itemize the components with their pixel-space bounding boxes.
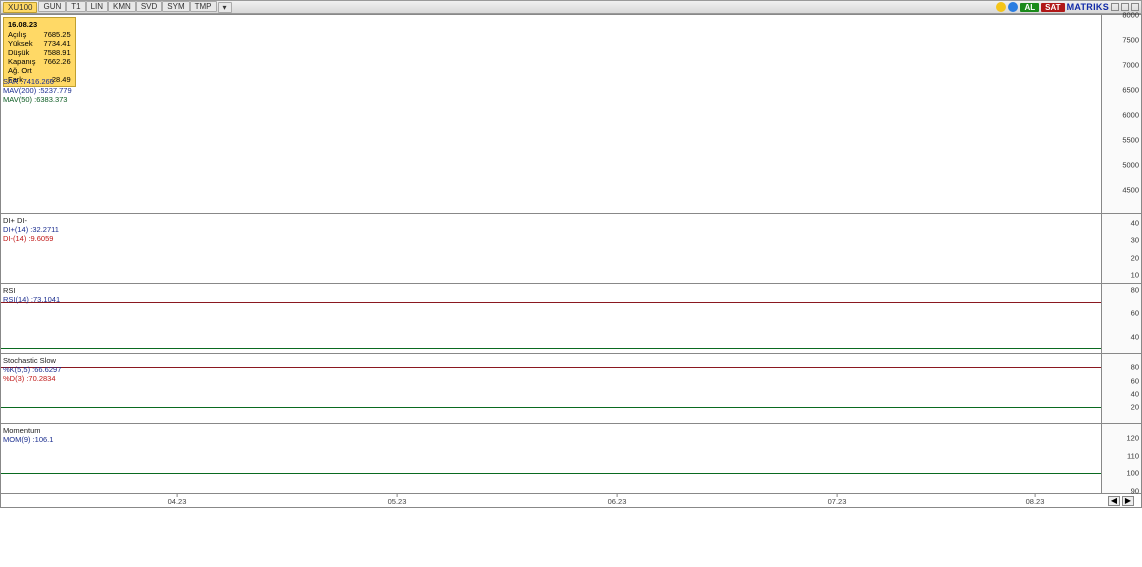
y-tick: 10 — [1131, 271, 1139, 280]
x-tick: 08.23 — [1026, 497, 1045, 506]
buy-badge: AL — [1020, 3, 1039, 12]
y-tick: 40 — [1131, 390, 1139, 399]
brand-label: MATRIKS — [1067, 2, 1109, 12]
symbol-dropdown[interactable]: XU100 — [3, 2, 37, 13]
toolbar-btn-svd[interactable]: SVD — [136, 1, 162, 12]
price-panel: 16.08.23Açılış7685.25Yüksek7734.41Düşük7… — [0, 14, 1142, 214]
y-tick: 40 — [1131, 218, 1139, 227]
y-tick: 5000 — [1122, 161, 1139, 170]
y-tick: 20 — [1131, 253, 1139, 262]
y-tick: 40 — [1131, 332, 1139, 341]
scroll-right-button[interactable]: ▶ — [1122, 496, 1134, 506]
y-tick: 4500 — [1122, 186, 1139, 195]
x-tick: 07.23 — [828, 497, 847, 506]
x-axis: 04.23 05.23 06.23 07.23 08.23 ◀ ▶ — [0, 494, 1142, 508]
di-panel: DI+ DI-DI+(14) :32.2711DI-(14) :9.6059 10… — [0, 214, 1142, 284]
y-tick: 120 — [1126, 434, 1139, 443]
y-tick: 110 — [1127, 451, 1139, 460]
toolbar-btn-tmp[interactable]: TMP — [190, 1, 217, 12]
stoch-panel: Stochastic Slow%K(5,5) :66.6297%D(3) :70… — [0, 354, 1142, 424]
panel-labels: RSIRSI(14) :73.1041 — [3, 286, 60, 304]
y-tick: 80 — [1131, 363, 1139, 372]
x-tick: 04.23 — [168, 497, 187, 506]
y-tick: 20 — [1131, 403, 1139, 412]
y-tick: 8000 — [1122, 11, 1139, 20]
toolbar-btn-gun[interactable]: GUN — [38, 1, 66, 12]
panel-labels: Stochastic Slow%K(5,5) :66.6297%D(3) :70… — [3, 356, 61, 383]
palette-button[interactable]: ▾ — [218, 2, 232, 13]
sync-icon[interactable] — [996, 2, 1006, 12]
y-tick: 60 — [1131, 309, 1139, 318]
toolbar-btn-t1[interactable]: T1 — [66, 1, 85, 12]
toolbar-btn-lin[interactable]: LIN — [86, 1, 108, 12]
y-tick: 6500 — [1122, 86, 1139, 95]
rsi-panel: RSIRSI(14) :73.1041 40 60 80 — [0, 284, 1142, 354]
y-tick: 6000 — [1122, 111, 1139, 120]
panel-labels: DI+ DI-DI+(14) :32.2711DI-(14) :9.6059 — [3, 216, 59, 243]
indicator-labels: SAR :7416.266MAV(200) :5237.779MAV(50) :… — [3, 77, 72, 104]
y-tick: 7500 — [1122, 36, 1139, 45]
sell-badge: SAT — [1041, 3, 1064, 12]
y-tick: 7000 — [1122, 61, 1139, 70]
y-tick: 60 — [1131, 376, 1139, 385]
y-tick: 90 — [1131, 486, 1139, 495]
y-tick: 100 — [1126, 469, 1139, 478]
y-tick: 80 — [1131, 285, 1139, 294]
scroll-left-button[interactable]: ◀ — [1108, 496, 1120, 506]
x-tick: 06.23 — [608, 497, 627, 506]
refresh-icon[interactable] — [1008, 2, 1018, 12]
y-tick: 5500 — [1122, 136, 1139, 145]
y-tick: 30 — [1131, 236, 1139, 245]
minimize-icon[interactable] — [1111, 3, 1119, 11]
toolbar-btn-sym[interactable]: SYM — [162, 1, 189, 12]
panel-labels: MomentumMOM(9) :106.1 — [3, 426, 53, 444]
x-tick: 05.23 — [388, 497, 407, 506]
mom-panel: MomentumMOM(9) :106.1 90 100 110 120 — [0, 424, 1142, 494]
toolbar-btn-kmn[interactable]: KMN — [108, 1, 136, 12]
toolbar: XU100 GUNT1LINKMNSVDSYMTMP ▾ AL SAT MATR… — [0, 0, 1142, 14]
